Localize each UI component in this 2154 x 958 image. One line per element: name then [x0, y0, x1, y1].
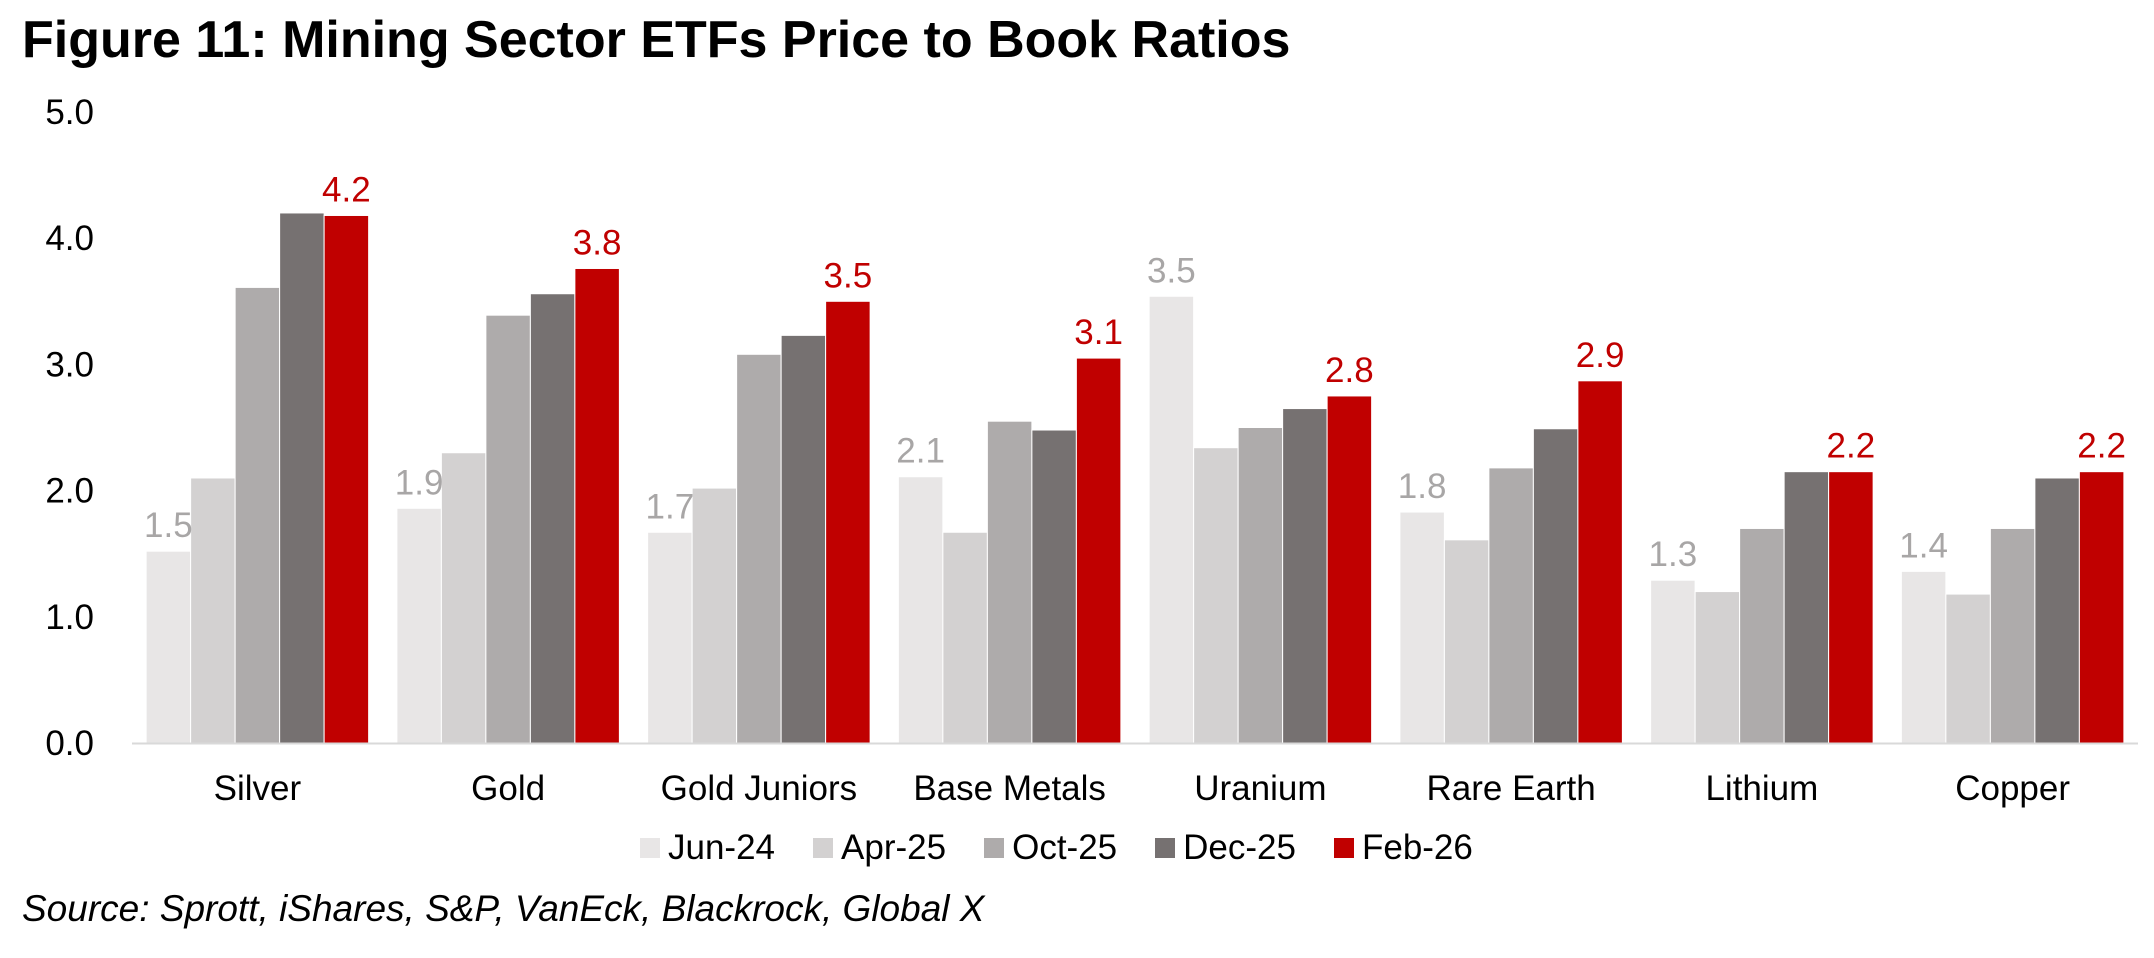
y-axis: 0.0 1.0 2.0 3.0 4.0 5.0 — [45, 93, 94, 763]
legend-item: Dec-25 — [1155, 828, 1296, 868]
bar — [279, 212, 325, 744]
data-label: 3.5 — [1147, 251, 1196, 290]
x-axis: Silver Gold Gold Juniors Base Metals Uranium… — [132, 742, 2138, 808]
bar — [440, 452, 487, 744]
bar — [986, 420, 1033, 744]
data-label: 2.9 — [1576, 336, 1625, 375]
bar — [1193, 447, 1239, 744]
bar — [1989, 527, 2036, 744]
data-label: 1.9 — [395, 463, 444, 502]
bar — [190, 477, 236, 744]
bar — [529, 293, 576, 744]
bar — [1828, 471, 1874, 744]
data-label: 2.1 — [896, 432, 945, 471]
bar — [897, 476, 944, 744]
bar — [736, 353, 782, 744]
data-label: 3.8 — [573, 223, 622, 262]
y-tick-label: 0.0 — [45, 724, 94, 763]
legend-item: Feb-26 — [1333, 828, 1473, 868]
y-tick-label: 1.0 — [45, 598, 94, 637]
bar — [942, 531, 988, 744]
bar — [825, 300, 871, 744]
legend-item: Apr-25 — [813, 828, 946, 868]
data-labels: 1.5 4.2 1.9 3.8 1.7 3.5 2.1 3.1 3.5 2.8 1.8 2.9 1.3 2… — [144, 170, 2126, 574]
bar — [691, 487, 738, 744]
x-tick-label: Gold Juniors — [661, 769, 857, 808]
bar — [234, 286, 281, 744]
y-tick-label: 5.0 — [45, 93, 94, 132]
bar — [1326, 395, 1373, 744]
bar — [485, 314, 531, 744]
x-tick-label: Copper — [1955, 769, 2070, 808]
x-tick-label: Gold — [471, 769, 545, 808]
legend-item: Jun-24 — [640, 828, 775, 868]
bar — [396, 507, 442, 744]
bar — [2034, 477, 2080, 744]
bar — [1900, 570, 1947, 744]
legend: Jun-24 Apr-25 Oct-25 Dec-25 Feb-26 — [640, 828, 1511, 868]
bar — [1650, 579, 1696, 744]
legend-swatch — [813, 838, 834, 858]
data-label: 3.1 — [1074, 313, 1123, 352]
legend-label: Jun-24 — [668, 828, 776, 867]
data-label: 1.3 — [1649, 535, 1698, 574]
y-tick-label: 4.0 — [45, 219, 94, 258]
bar — [1031, 429, 1077, 744]
legend-swatch — [984, 838, 1005, 858]
x-tick-label: Uranium — [1194, 769, 1326, 808]
data-label: 1.8 — [1398, 467, 1447, 506]
legend-item: Oct-25 — [984, 828, 1117, 868]
legend-label: Feb-26 — [1361, 828, 1473, 867]
data-label: 2.8 — [1325, 351, 1374, 390]
data-label: 1.7 — [646, 487, 695, 526]
x-tick-label: Lithium — [1705, 769, 1818, 808]
legend-swatch — [640, 838, 660, 858]
bar — [574, 267, 620, 744]
data-label: 1.4 — [1899, 526, 1948, 565]
bar — [1694, 591, 1741, 744]
bar — [1237, 427, 1284, 744]
bar — [1399, 511, 1445, 744]
legend-label: Apr-25 — [841, 828, 947, 867]
y-tick-label: 2.0 — [45, 472, 94, 511]
bar — [323, 214, 370, 744]
data-label: 1.5 — [144, 506, 193, 545]
bar — [1282, 408, 1328, 744]
source-note: Source: Sprott, iShares, S&P, VanEck, Bl… — [22, 888, 985, 929]
data-label: 4.2 — [322, 170, 371, 209]
x-tick-label: Base Metals — [913, 769, 1106, 808]
bar — [2078, 471, 2125, 744]
bar — [1532, 428, 1579, 744]
data-label: 2.2 — [1827, 427, 1876, 466]
bar — [1945, 593, 1991, 744]
x-tick-label: Rare Earth — [1427, 769, 1596, 808]
legend-label: Oct-25 — [1012, 828, 1118, 867]
data-label: 2.2 — [2077, 427, 2126, 466]
bar — [1488, 467, 1534, 744]
legend-swatch — [1333, 838, 1354, 858]
bar — [1443, 539, 1490, 744]
bar — [145, 550, 192, 744]
bar — [1577, 380, 1623, 744]
y-tick-label: 3.0 — [45, 345, 94, 384]
chart-title: Figure 11: Mining Sector ETFs Price to B… — [22, 11, 1291, 69]
bar — [1739, 527, 1785, 744]
bar — [1075, 357, 1122, 744]
data-label: 3.5 — [824, 256, 873, 295]
bar — [780, 334, 827, 744]
bar — [1148, 295, 1195, 744]
bar — [647, 531, 693, 744]
legend-label: Dec-25 — [1183, 828, 1296, 867]
bars — [145, 212, 2125, 744]
legend-swatch — [1155, 838, 1176, 858]
x-tick-label: Silver — [214, 769, 302, 808]
bar — [1783, 471, 1830, 744]
